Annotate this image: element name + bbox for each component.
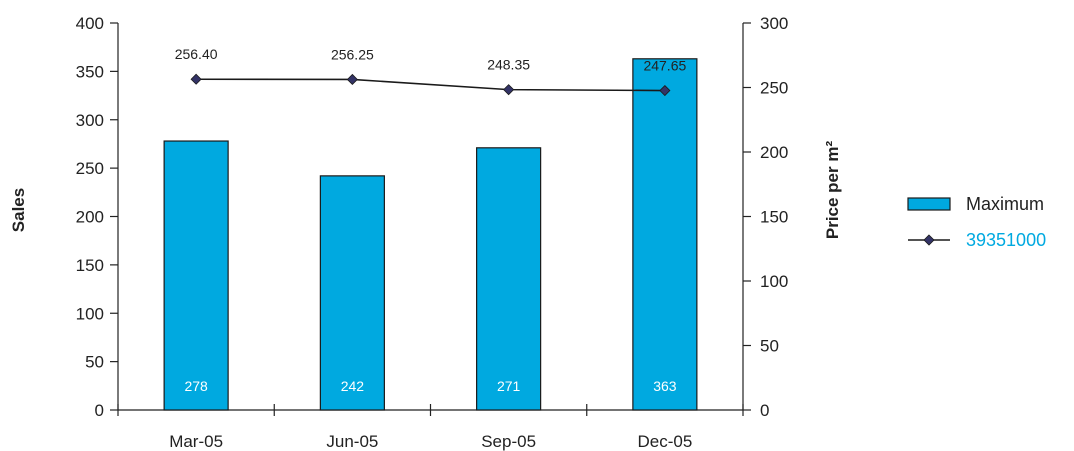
left-tick-label: 0: [95, 401, 104, 420]
line-point: [346, 73, 358, 86]
left-tick-label: 250: [76, 159, 104, 178]
line-value-label: 248.35: [487, 57, 530, 73]
bar: [632, 58, 698, 411]
x-tick-label: Mar-05: [169, 432, 223, 451]
right-tick-label: 250: [760, 79, 788, 98]
left-tick-label: 50: [85, 353, 104, 372]
bar: [163, 140, 229, 411]
bar-value-label: 363: [653, 378, 677, 394]
right-tick-label: 0: [760, 401, 769, 420]
right-axis-title: Price per m²: [823, 141, 842, 240]
x-tick-label: Dec-05: [637, 432, 692, 451]
line-value-label: 256.40: [175, 46, 218, 62]
right-tick-label: 150: [760, 208, 788, 227]
line-value-label: 256.25: [331, 46, 374, 62]
legend-line-marker: [923, 234, 935, 246]
left-tick-label: 400: [76, 14, 104, 33]
bar-value-label: 242: [341, 378, 365, 394]
left-axis-title: Sales: [9, 188, 28, 232]
left-tick-label: 200: [76, 208, 104, 227]
left-tick-label: 350: [76, 62, 104, 81]
bar: [319, 175, 385, 411]
left-tick-label: 300: [76, 111, 104, 130]
legend: Maximum 39351000: [907, 194, 1046, 250]
right-tick-label: 300: [760, 14, 788, 33]
bar-value-label: 278: [184, 378, 208, 394]
legend-label: Maximum: [966, 194, 1044, 214]
x-tick-label: Sep-05: [481, 432, 536, 451]
line-value-label: 247.65: [643, 58, 686, 74]
legend-label: 39351000: [966, 230, 1046, 250]
bar: [476, 147, 542, 411]
line-point: [659, 84, 671, 97]
right-tick-label: 50: [760, 337, 779, 356]
right-tick-label: 100: [760, 272, 788, 291]
x-tick-label: Jun-05: [326, 432, 378, 451]
plot-area: 0 50 100 150 200 250 300 350 400 0 50 100 150 200 250 3…: [9, 14, 842, 451]
line-point: [190, 73, 202, 85]
series-line: [196, 78, 665, 92]
left-tick-label: 150: [76, 256, 104, 275]
bar-value-label: 271: [497, 378, 521, 394]
line-point: [503, 84, 515, 96]
left-tick-label: 100: [76, 304, 104, 323]
legend-bar-swatch: [907, 197, 951, 211]
right-tick-label: 200: [760, 143, 788, 162]
